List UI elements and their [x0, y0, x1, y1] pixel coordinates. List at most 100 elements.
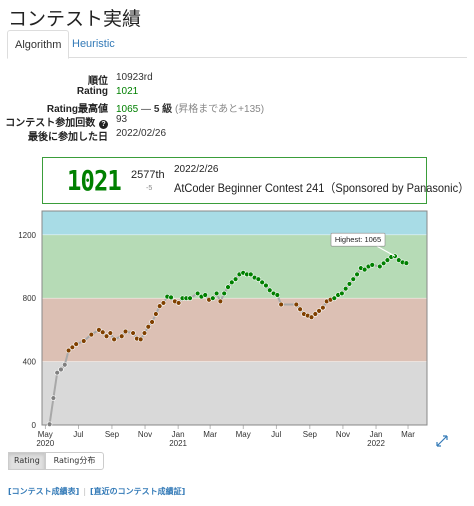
x-tick-label: Nov [336, 430, 350, 439]
rating-point [202, 292, 208, 298]
rating-point [316, 308, 322, 314]
rating-point [403, 260, 410, 266]
rating-point [65, 347, 72, 354]
y-tick-label: 400 [23, 358, 37, 367]
rating-point [141, 330, 148, 336]
y-tick-label: 0 [32, 421, 37, 430]
rating-value: 1021 [116, 86, 139, 97]
rating-point [293, 301, 300, 308]
rating-point [346, 281, 353, 287]
rating-point [229, 279, 235, 286]
rating-point [119, 333, 125, 339]
count-label-group: コンテスト参加回数 ? [5, 114, 108, 129]
rating-point [274, 292, 281, 298]
stats-table: 順位 10923rd Rating 1021 Rating最高値 1065 — … [0, 72, 300, 143]
rank-value: 10923rd [116, 72, 153, 83]
rating-point [100, 329, 106, 335]
card-rank: 2577th [131, 169, 165, 181]
rating-point [354, 271, 360, 278]
rating-point [73, 341, 79, 347]
rating-point [350, 276, 356, 282]
tab-algorithm[interactable]: Algorithm [7, 30, 70, 59]
rating-point [122, 328, 129, 335]
last-value: 2022/02/26 [116, 128, 167, 139]
rating-point [232, 276, 239, 282]
card-rating: 1021 [67, 164, 122, 197]
rating-point [187, 295, 193, 301]
rating-point [384, 257, 391, 263]
rank-label: 順位 [88, 76, 108, 87]
rating-point [194, 290, 201, 297]
x-tick-label: Mar [401, 430, 415, 439]
rating-point [50, 395, 57, 401]
rating-point [259, 279, 265, 286]
rating-point [210, 295, 216, 301]
rating-point [107, 330, 114, 336]
rating-point [213, 290, 220, 297]
rating-band-gray [42, 361, 427, 425]
rating-point [267, 287, 273, 293]
rating-point [62, 362, 68, 368]
x-tick-label: May [236, 430, 251, 439]
rating-point [145, 324, 151, 330]
footer-separator: | [83, 487, 87, 496]
x-tick-label: Jul [271, 430, 281, 439]
recent-certificate-link[interactable]: [直近のコンテスト成績証] [90, 487, 186, 496]
rating-point [69, 344, 76, 351]
rating-point [175, 300, 182, 306]
rating-distribution-button[interactable]: Rating分布 [45, 452, 104, 470]
highest-value-group: 1065 — 5 級 (昇格まであと+135) [116, 100, 264, 115]
expand-arrows-icon [436, 435, 448, 447]
last-label: 最後に参加した日 [28, 132, 108, 143]
x-tick-label: 2020 [36, 439, 54, 448]
highest-annotation-label: Highest: 1065 [335, 235, 381, 244]
rating-point [278, 301, 284, 308]
highest-kyu: 5 級 [153, 104, 173, 115]
rating-point [312, 311, 318, 317]
count-label: コンテスト参加回数 [5, 118, 96, 129]
rating-point [111, 336, 117, 343]
x-tick-label: 2021 [169, 439, 187, 448]
rating-point [103, 333, 110, 339]
rating-point [297, 306, 303, 312]
highest-value: 1065 [116, 104, 139, 115]
rating-point [58, 366, 64, 373]
stat-row-last: 最後に参加した日 2022/02/26 [0, 128, 300, 143]
tab-bar: Algorithm Heuristic [7, 30, 467, 59]
x-tick-label: Jan [370, 430, 383, 439]
rating-point [255, 276, 262, 282]
card-date: 2022/2/26 [174, 164, 219, 175]
highest-note: (昇格まであと+135) [174, 104, 265, 115]
y-tick-label: 800 [23, 294, 37, 303]
rating-point [377, 263, 383, 270]
rating-point [339, 290, 345, 297]
tab-heuristic[interactable]: Heuristic [72, 38, 115, 50]
highest-annotation-box [330, 232, 386, 247]
x-tick-label: 2022 [367, 439, 385, 448]
footer-links: [コンテスト成績表] | [直近のコンテスト成績証] [8, 486, 185, 497]
rating-point [156, 303, 163, 309]
stat-row-count: コンテスト参加回数 ? 93 [0, 114, 300, 129]
contest-results-link[interactable]: [コンテスト成績表] [8, 487, 80, 496]
help-icon[interactable]: ? [99, 120, 108, 129]
rating-point [137, 336, 144, 343]
stat-row-highest: Rating最高値 1065 — 5 級 (昇格まであと+135) [0, 100, 300, 115]
x-tick-label: May [38, 430, 53, 439]
y-tick-label: 1200 [18, 231, 36, 240]
card-diff: -5 [146, 185, 153, 192]
rating-point [248, 271, 254, 278]
rating-point [88, 331, 95, 338]
rating-chart-button[interactable]: Rating [8, 452, 45, 470]
rating-point [149, 319, 155, 325]
count-value: 93 [116, 114, 128, 125]
highest-label: Rating最高値 [46, 104, 108, 115]
highest-sep: — [141, 104, 152, 115]
rating-point [221, 290, 227, 297]
rating-label: Rating [76, 86, 108, 97]
rating-point [263, 282, 269, 289]
rating-point [54, 369, 60, 376]
x-tick-label: Jul [73, 430, 83, 439]
rating-point [217, 298, 224, 305]
expand-icon[interactable] [436, 435, 450, 449]
